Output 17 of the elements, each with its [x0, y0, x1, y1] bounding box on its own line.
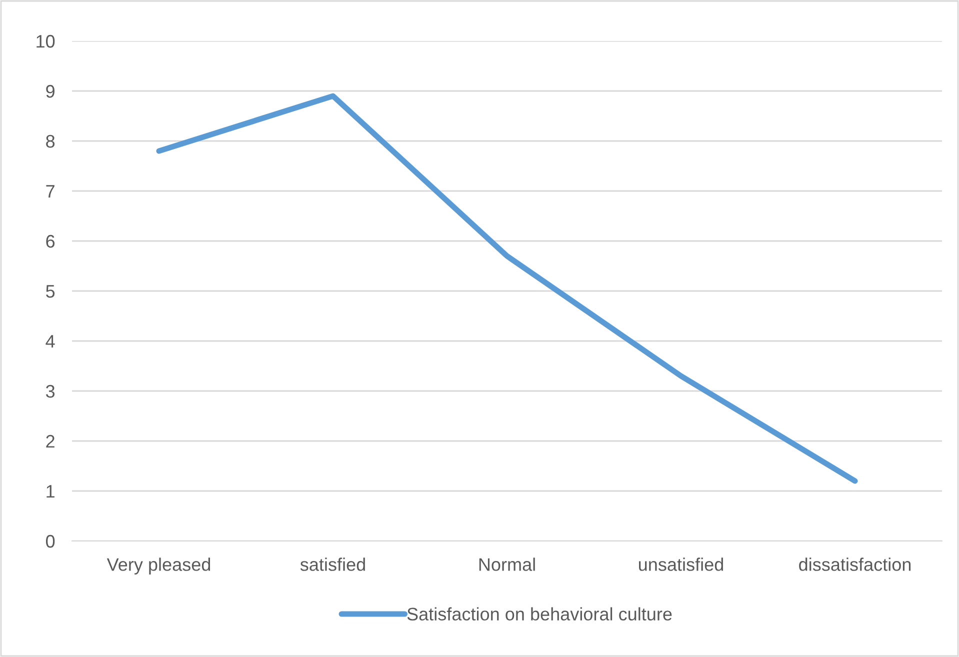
y-tick-label: 0 [46, 534, 55, 548]
y-tick-label: 8 [46, 134, 55, 148]
x-tick-label: satisfied [300, 558, 365, 571]
y-tick-label: 6 [46, 234, 55, 248]
y-tick-label: 4 [46, 335, 55, 348]
y-tick-label: 1 [46, 485, 54, 498]
y-tick-label: 5 [46, 285, 55, 298]
x-tick-label: unsatisfied [639, 558, 723, 571]
y-tick-label: 10 [36, 34, 55, 48]
x-tick-label: Normal [479, 558, 535, 571]
y-tick-label: 3 [46, 384, 55, 398]
legend-label: Satisfaction on behavioral culture [407, 607, 672, 621]
x-tick-label: dissatisfaction [799, 558, 911, 571]
x-tick-label: Very pleased [106, 558, 210, 574]
y-tick-label: 9 [46, 84, 54, 98]
y-tick-label: 2 [46, 434, 54, 448]
y-tick-label: 7 [46, 185, 54, 198]
